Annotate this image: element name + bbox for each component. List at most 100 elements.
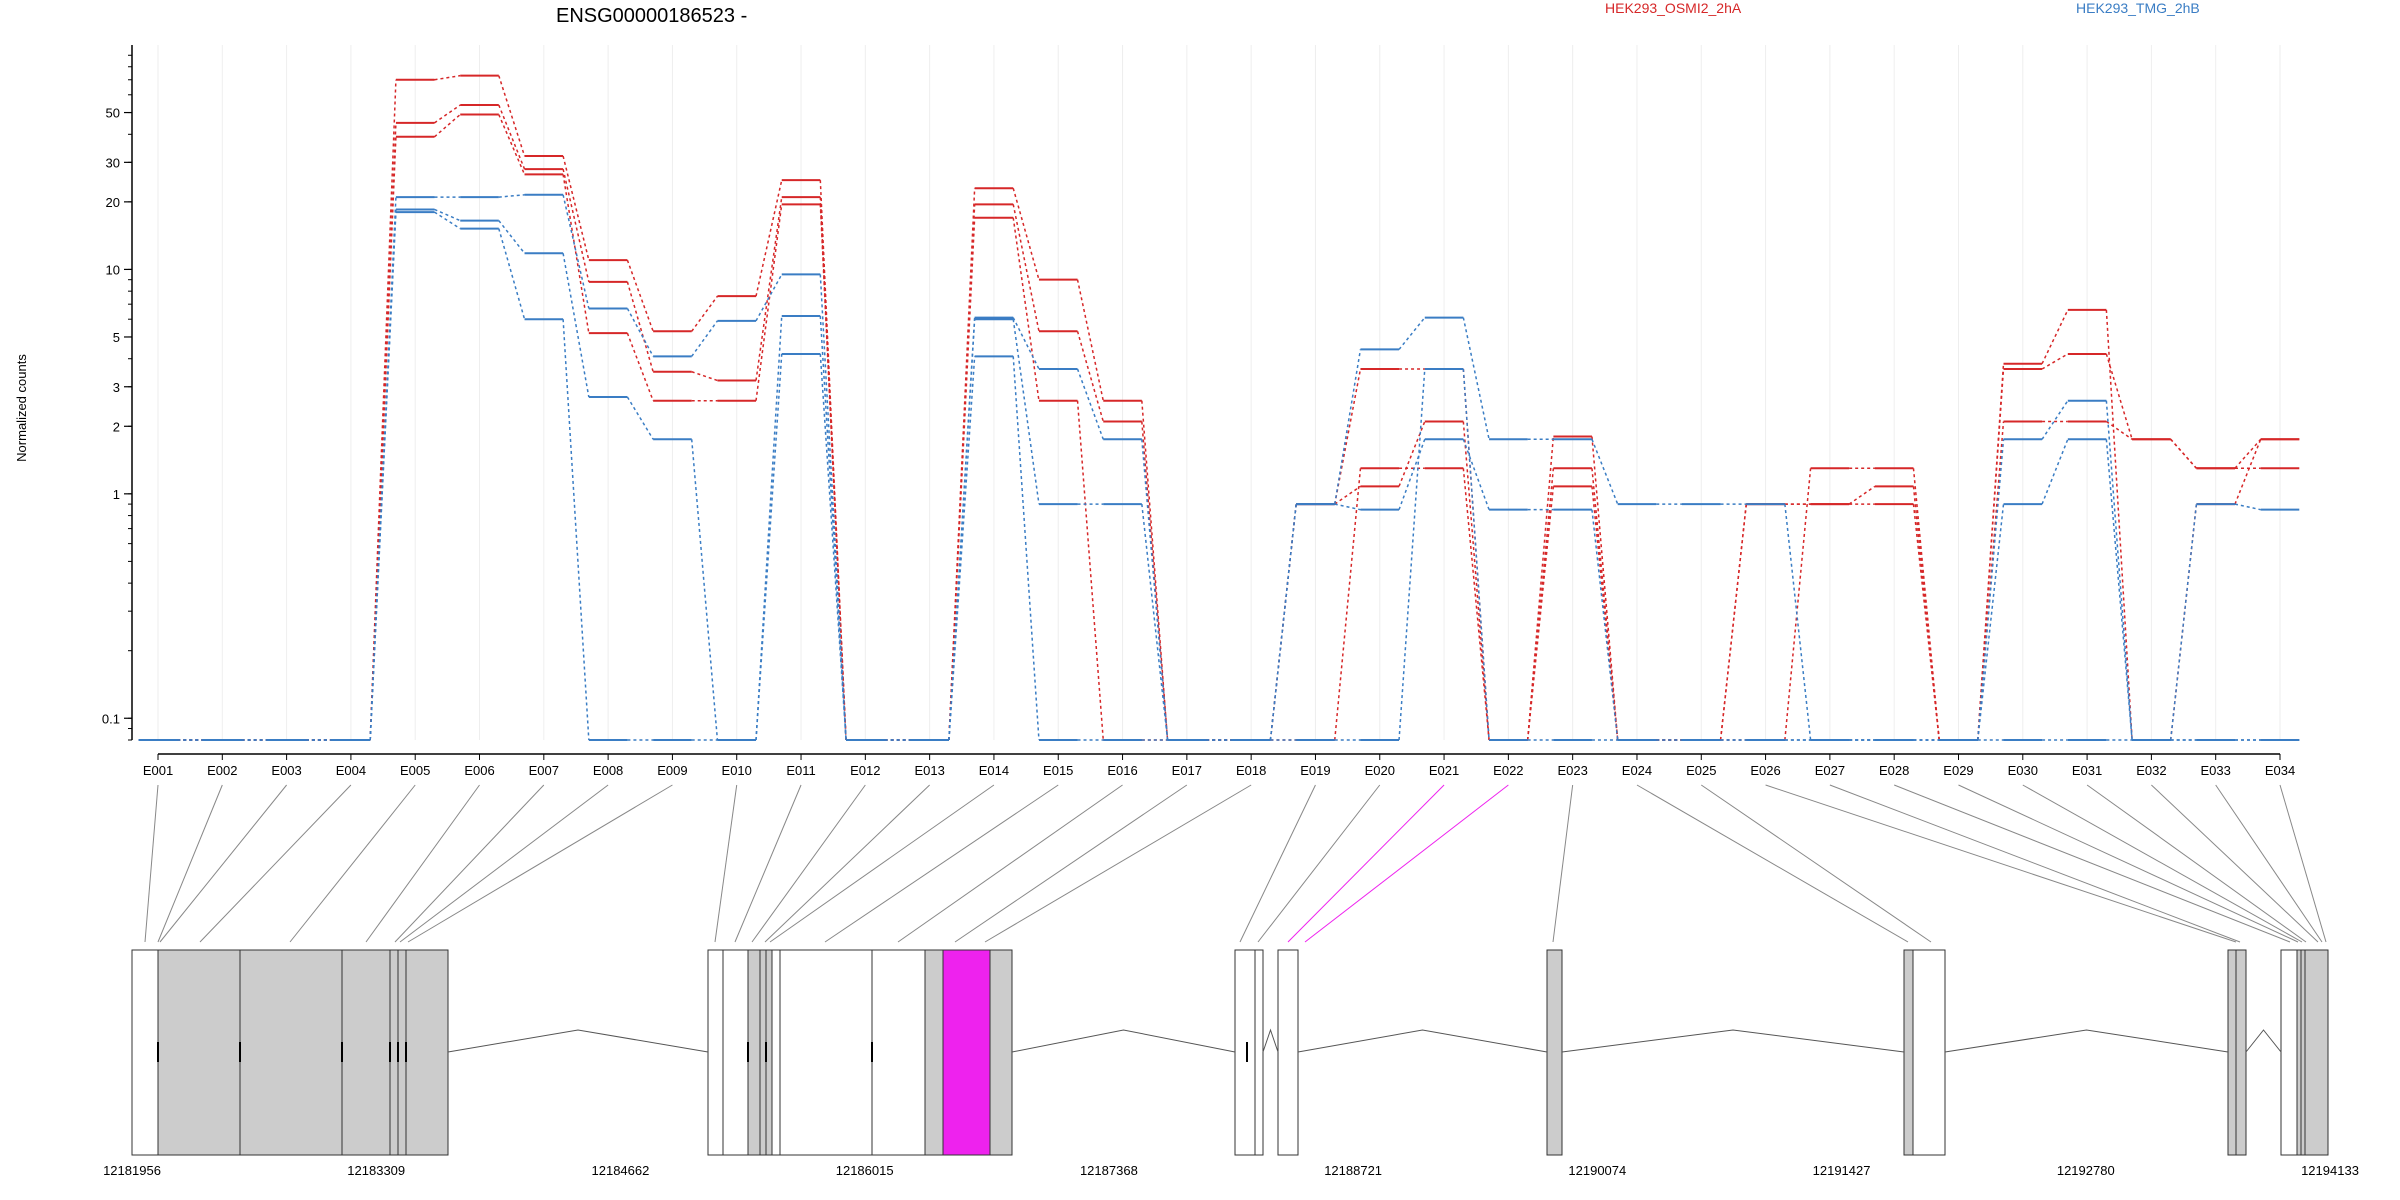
exon-connector <box>769 784 995 943</box>
exon-connector <box>1287 784 1445 943</box>
x-tick-label: E030 <box>2008 763 2038 778</box>
data-connector <box>1591 468 1619 741</box>
exon-connector <box>897 784 1123 943</box>
intron-line <box>1297 1029 1548 1053</box>
exon-block <box>2300 949 2306 1156</box>
data-connector <box>2170 438 2197 469</box>
data-connector <box>819 204 847 741</box>
x-tick-label: E012 <box>850 763 880 778</box>
data-connector <box>1334 503 1361 511</box>
exon-block <box>771 949 781 1156</box>
data-connector <box>1141 439 1169 741</box>
exon-connector <box>1829 784 2241 943</box>
exon-connector <box>1304 784 1509 943</box>
x-tick-label: E034 <box>2265 763 2295 778</box>
data-connector <box>1076 400 1105 741</box>
data-connector <box>626 308 654 357</box>
data-connector <box>626 259 654 332</box>
data-connector <box>1848 485 1876 505</box>
exon-block <box>1254 949 1264 1156</box>
x-tick-label: E002 <box>207 763 237 778</box>
data-connector <box>1269 504 1297 741</box>
x-tick-label: E006 <box>464 763 494 778</box>
data-connector <box>434 113 461 138</box>
exon-block <box>341 949 391 1156</box>
y-axis-label: Normalized counts <box>14 354 29 462</box>
exon-connector <box>2279 784 2327 943</box>
x-tick-label: E031 <box>2072 763 2102 778</box>
data-connector <box>2234 438 2262 469</box>
axes: 0.1 1 2 3 5 10 20 30 50 E001 E002 E003 E004 E005 E006 E… <box>102 45 2295 778</box>
coord-tick-label: 12188721 <box>1324 1163 1382 1178</box>
x-tick-label: E020 <box>1365 763 1395 778</box>
data-connector <box>1398 421 1426 487</box>
data-connector <box>434 208 461 222</box>
data-connector <box>1591 436 1619 741</box>
data-connector <box>1526 486 1555 741</box>
y-tick-label: 30 <box>106 155 120 170</box>
x-tick-label: E008 <box>593 763 623 778</box>
data-connector <box>1719 504 1748 741</box>
data-connector <box>498 194 525 198</box>
data-connector <box>2169 504 2198 741</box>
x-tick-label: E023 <box>1557 763 1587 778</box>
x-tick-label: E033 <box>2201 763 2231 778</box>
coord-tick-label: 12184662 <box>592 1163 650 1178</box>
data-connector <box>2105 439 2133 741</box>
data-connector <box>2041 400 2069 440</box>
exon-connector <box>199 784 352 943</box>
x-tick-label: E021 <box>1429 763 1459 778</box>
data-connector <box>1334 349 1362 505</box>
data-connector <box>1462 317 1490 440</box>
x-tick-label: E025 <box>1686 763 1716 778</box>
data-connector <box>1526 436 1555 741</box>
data-connector <box>1398 368 1426 741</box>
exon-block <box>405 949 449 1156</box>
x-tick-label: E003 <box>271 763 301 778</box>
exon-connector <box>764 784 930 943</box>
data-connector <box>2041 353 2069 370</box>
data-connector <box>2169 504 2198 741</box>
intron-line <box>1561 1029 1905 1053</box>
data-connector <box>1719 504 1748 741</box>
data-connector <box>1012 356 1040 741</box>
data-connector <box>755 197 783 381</box>
exon-connector <box>159 784 287 943</box>
y-tick-label: 2 <box>113 419 120 434</box>
intron-line <box>2245 1029 2282 1053</box>
exon-block <box>707 949 724 1156</box>
exon-connector <box>2151 784 2319 943</box>
exon-connector <box>2022 784 2303 943</box>
coord-tick-label: 12186015 <box>836 1163 894 1178</box>
exon-connector <box>1765 784 2237 943</box>
data-connector <box>498 104 526 170</box>
exon-block <box>871 949 926 1156</box>
data-connector <box>1912 504 1940 741</box>
exon-block <box>1277 949 1299 1156</box>
x-tick-label: E009 <box>657 763 687 778</box>
x-tick-label: E029 <box>1943 763 1973 778</box>
exon-block <box>779 949 873 1156</box>
exon-block <box>1912 949 1946 1156</box>
exon-block <box>942 949 991 1156</box>
exon-connectors <box>144 784 2327 943</box>
chart-title: ENSG00000186523 - <box>556 5 747 27</box>
data-connector <box>1977 439 2005 741</box>
data-connector <box>1012 319 1040 505</box>
series-a <box>138 74 2300 741</box>
data-connector <box>498 228 526 320</box>
x-tick-label: E024 <box>1622 763 1652 778</box>
data-connector <box>1012 188 1040 280</box>
exon-connector <box>954 784 1188 943</box>
exon-block <box>157 949 241 1156</box>
data-connector <box>369 212 397 741</box>
exon-block <box>989 949 1013 1156</box>
exon-connector <box>2086 784 2307 943</box>
exon-connector <box>984 784 1252 943</box>
series-a <box>138 104 2300 741</box>
data-connector <box>948 356 976 741</box>
x-tick-label: E018 <box>1236 763 1266 778</box>
data-connector <box>1591 509 1619 741</box>
exon-connector <box>1700 784 1932 943</box>
data-connector <box>1141 504 1169 741</box>
